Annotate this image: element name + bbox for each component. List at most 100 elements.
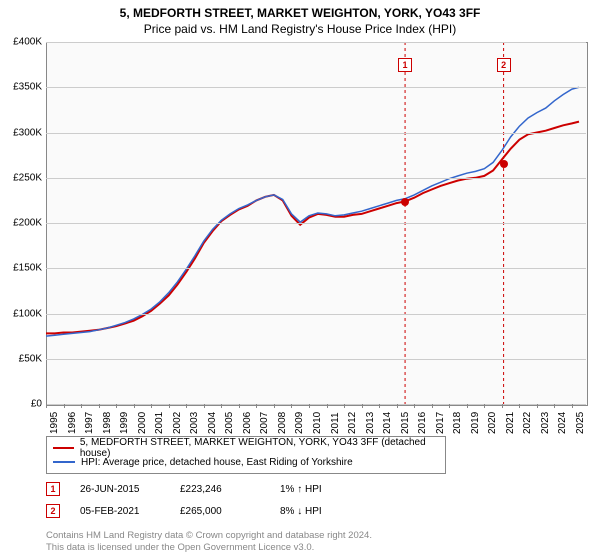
x-axis-label: 2002 [172, 412, 183, 434]
attribution-line1: Contains HM Land Registry data © Crown c… [46, 530, 372, 542]
attribution-line2: This data is licensed under the Open Gov… [46, 542, 372, 554]
x-tick [221, 404, 222, 408]
x-axis-label: 2007 [259, 412, 270, 434]
x-tick [99, 404, 100, 408]
series-line-hpi [46, 87, 579, 336]
attribution-text: Contains HM Land Registry data © Crown c… [46, 530, 372, 555]
sale-delta: 1% ↑ HPI [280, 484, 322, 495]
x-tick [519, 404, 520, 408]
x-tick [81, 404, 82, 408]
gridline-h [46, 359, 586, 360]
x-tick [397, 404, 398, 408]
x-axis-label: 1998 [102, 412, 113, 434]
x-axis-label: 2003 [189, 412, 200, 434]
x-axis-label: 2020 [487, 412, 498, 434]
sale-marker-2: 2 [46, 504, 60, 518]
x-axis-label: 2015 [400, 412, 411, 434]
sale-dot-1 [401, 198, 409, 206]
x-axis-label: 2008 [277, 412, 288, 434]
x-axis-label: 2021 [505, 412, 516, 434]
x-axis-label: 2018 [452, 412, 463, 434]
x-axis-label: 1995 [49, 412, 60, 434]
x-tick [537, 404, 538, 408]
x-tick [186, 404, 187, 408]
x-tick [484, 404, 485, 408]
x-tick [467, 404, 468, 408]
legend-swatch [53, 447, 74, 449]
x-axis-label: 2014 [382, 412, 393, 434]
legend-item: 5, MEDFORTH STREET, MARKET WEIGHTON, YOR… [53, 441, 439, 455]
x-axis-label: 1997 [84, 412, 95, 434]
x-tick [291, 404, 292, 408]
x-tick [134, 404, 135, 408]
x-axis-label: 1996 [67, 412, 78, 434]
y-axis-label: £0 [6, 399, 42, 410]
x-axis-label: 2005 [224, 412, 235, 434]
x-tick [327, 404, 328, 408]
x-axis-label: 2024 [557, 412, 568, 434]
sale-marker-1: 1 [46, 482, 60, 496]
x-tick [432, 404, 433, 408]
y-axis-label: £250K [6, 172, 42, 183]
x-axis-label: 2017 [435, 412, 446, 434]
sale-date: 26-JUN-2015 [80, 484, 160, 495]
x-axis-label: 1999 [119, 412, 130, 434]
x-tick [239, 404, 240, 408]
sale-price: £223,246 [180, 484, 260, 495]
gridline-h [46, 178, 586, 179]
x-axis-label: 2011 [330, 412, 341, 434]
chart-lines [0, 0, 600, 560]
y-axis-label: £300K [6, 127, 42, 138]
gridline-h [46, 133, 586, 134]
x-tick [64, 404, 65, 408]
y-axis-label: £100K [6, 308, 42, 319]
x-tick [344, 404, 345, 408]
x-tick [256, 404, 257, 408]
sale-date: 05-FEB-2021 [80, 506, 160, 517]
x-axis-label: 2000 [137, 412, 148, 434]
x-tick [362, 404, 363, 408]
x-axis-label: 2006 [242, 412, 253, 434]
sale-delta: 8% ↓ HPI [280, 506, 322, 517]
vmarker-box-2: 2 [497, 58, 511, 72]
x-tick [449, 404, 450, 408]
x-axis-label: 2010 [312, 412, 323, 434]
x-tick [414, 404, 415, 408]
x-tick [116, 404, 117, 408]
x-axis-label: 2019 [470, 412, 481, 434]
gridline-h [46, 223, 586, 224]
x-tick [151, 404, 152, 408]
x-axis-label: 2016 [417, 412, 428, 434]
x-axis-label: 2025 [575, 412, 586, 434]
gridline-h [46, 268, 586, 269]
x-tick [572, 404, 573, 408]
sale-row-1: 1 26-JUN-2015 £223,246 1% ↑ HPI [46, 482, 322, 496]
x-axis-label: 2012 [347, 412, 358, 434]
x-tick [46, 404, 47, 408]
legend-box: 5, MEDFORTH STREET, MARKET WEIGHTON, YOR… [46, 436, 446, 474]
y-axis-label: £400K [6, 37, 42, 48]
x-tick [379, 404, 380, 408]
legend-label: HPI: Average price, detached house, East… [81, 457, 353, 468]
x-axis-label: 2023 [540, 412, 551, 434]
x-tick [309, 404, 310, 408]
x-axis-label: 2004 [207, 412, 218, 434]
sale-dot-2 [500, 160, 508, 168]
gridline-h [46, 87, 586, 88]
x-axis-label: 2022 [522, 412, 533, 434]
gridline-h [46, 42, 586, 43]
gridline-h [46, 314, 586, 315]
sale-price: £265,000 [180, 506, 260, 517]
x-tick [169, 404, 170, 408]
x-tick [502, 404, 503, 408]
x-axis-label: 2001 [154, 412, 165, 434]
vmarker-box-1: 1 [398, 58, 412, 72]
legend-swatch [53, 461, 75, 463]
y-axis-label: £200K [6, 218, 42, 229]
y-axis-label: £150K [6, 263, 42, 274]
x-axis-label: 2013 [365, 412, 376, 434]
y-axis-label: £50K [6, 353, 42, 364]
x-tick [204, 404, 205, 408]
gridline-h [46, 404, 586, 405]
y-axis-label: £350K [6, 82, 42, 93]
